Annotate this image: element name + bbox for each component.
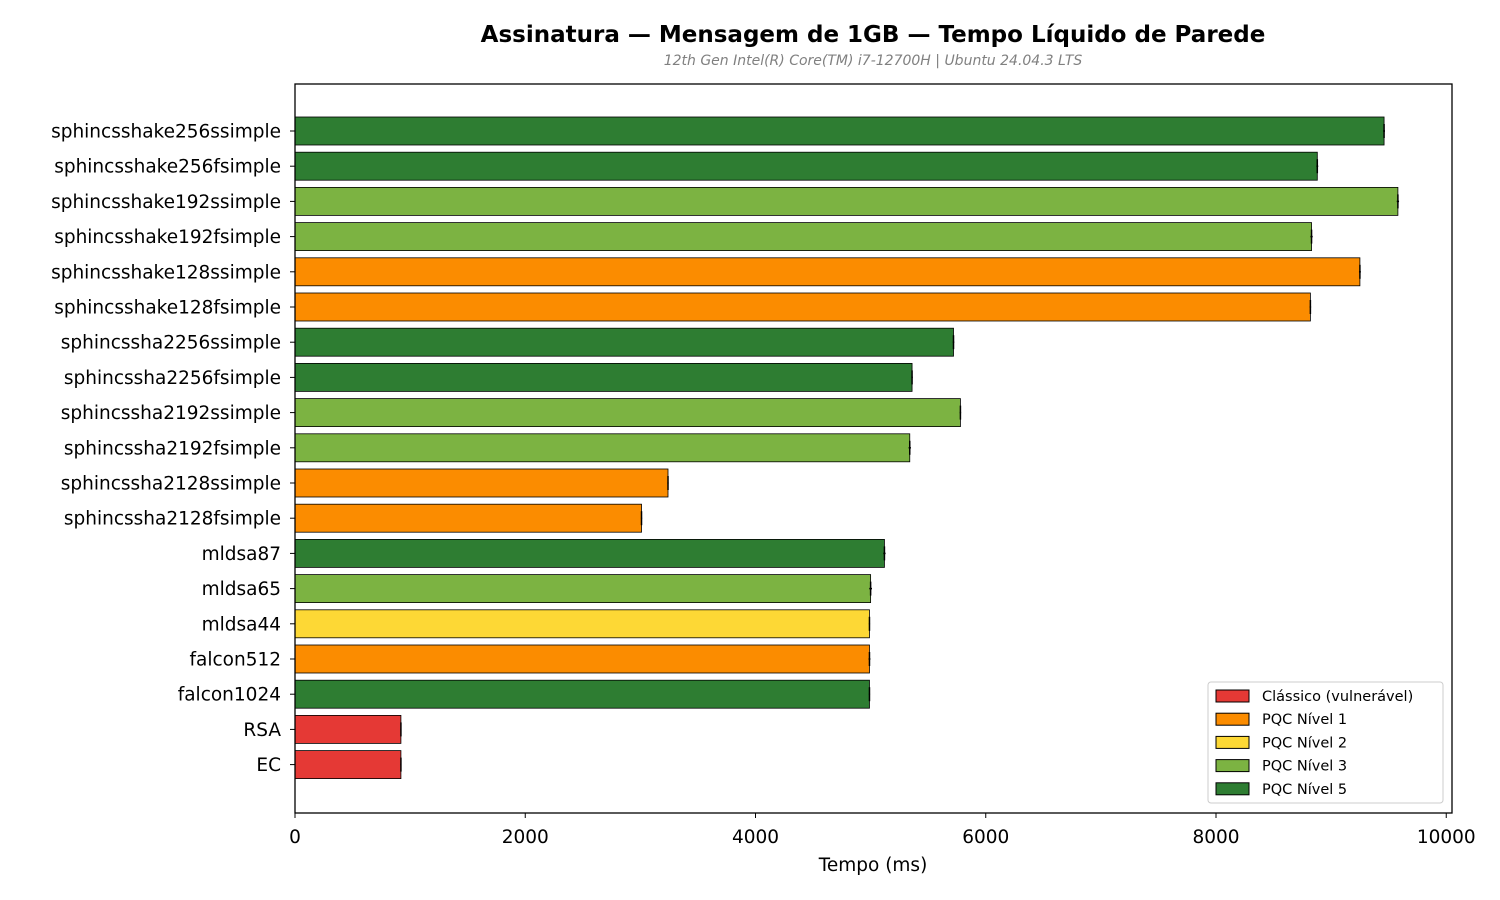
legend-label: PQC Nível 2 — [1262, 735, 1347, 751]
legend-swatch-4 — [1215, 782, 1250, 796]
y-tick-label: sphincsshake192ssimple — [51, 192, 281, 213]
x-tick-label: 2000 — [502, 827, 549, 848]
legend-label: Clássico (vulnerável) — [1262, 689, 1413, 705]
x-tick-label: 10000 — [1417, 827, 1476, 848]
legend-swatch-2 — [1215, 735, 1250, 749]
bar-sphincsshake128fsimple — [294, 292, 1311, 322]
bars-layer — [294, 116, 1400, 779]
bar-falcon1024 — [294, 679, 870, 709]
x-tick-label: 4000 — [732, 827, 779, 848]
y-tick-label: sphincssha2192ssimple — [61, 403, 281, 424]
y-axis-ticks: sphincsshake256ssimple sphincsshake256fsi… — [51, 122, 295, 776]
y-tick-label: sphincsshake128ssimple — [51, 262, 281, 283]
y-tick-label: falcon1024 — [178, 685, 281, 706]
y-tick-label: mldsa87 — [202, 544, 281, 565]
bar-RSA — [294, 715, 402, 744]
bar-sphincssha2192fsimple — [294, 433, 911, 463]
y-tick-label: sphincsshake256fsimple — [54, 157, 281, 178]
y-tick-label: falcon512 — [189, 650, 281, 671]
bar-sphincssha2192ssimple — [294, 398, 961, 428]
legend: Clássico (vulnerável) PQC Nível 1 PQC Níve… — [1207, 681, 1444, 804]
chart-subtitle: 12th Gen Intel(R) Core(TM) i7-12700H | U… — [664, 53, 1083, 69]
y-tick-label: sphincsshake192fsimple — [54, 227, 281, 248]
legend-label: PQC Nível 1 — [1262, 712, 1347, 728]
y-tick-label: sphincssha2256fsimple — [64, 368, 281, 389]
bar-mldsa65 — [294, 574, 872, 603]
y-tick-label: sphincssha2128ssimple — [61, 474, 281, 495]
x-tick-label: 0 — [289, 827, 301, 848]
bar-sphincsshake128ssimple — [294, 257, 1361, 287]
legend-box — [1207, 681, 1444, 804]
y-tick-label: mldsa44 — [202, 614, 281, 635]
x-tick-label: 8000 — [1192, 827, 1239, 848]
bar-sphincssha2128ssimple — [294, 468, 669, 498]
plot-frame — [294, 83, 1453, 814]
bar-sphincsshake192fsimple — [294, 222, 1312, 252]
legend-label: PQC Nível 3 — [1262, 759, 1347, 775]
bar-sphincsshake256ssimple — [294, 116, 1385, 146]
bar-mldsa87 — [294, 539, 885, 568]
chart-title: Assinatura — Mensagem de 1GB — Tempo Líq… — [481, 22, 1266, 48]
bar-sphincssha2256ssimple — [294, 327, 954, 357]
bar-sphincssha2256fsimple — [294, 362, 913, 392]
bar-EC — [294, 750, 402, 779]
legend-swatch-3 — [1215, 759, 1250, 773]
y-tick-label: RSA — [243, 720, 281, 741]
y-tick-label: sphincssha2128fsimple — [64, 509, 281, 530]
x-tick-label: 6000 — [962, 827, 1009, 848]
bar-falcon512 — [294, 644, 870, 674]
bar-sphincsshake256fsimple — [294, 151, 1318, 181]
y-tick-label: sphincssha2192fsimple — [64, 438, 281, 459]
y-tick-label: mldsa65 — [202, 579, 281, 600]
bar-mldsa44 — [294, 609, 870, 639]
x-axis-ticks: 0 2000 4000 6000 8000 10000 — [289, 813, 1476, 848]
y-tick-label: sphincsshake128fsimple — [54, 298, 281, 319]
bar-sphincsshake192ssimple — [294, 186, 1399, 216]
legend-swatch-0 — [1215, 689, 1250, 703]
y-tick-label: sphincsshake256ssimple — [51, 122, 281, 143]
x-axis-label: Tempo (ms) — [818, 855, 928, 876]
legend-swatch-1 — [1215, 712, 1250, 726]
y-tick-label: EC — [256, 755, 281, 776]
y-tick-label: sphincssha2256ssimple — [61, 333, 281, 354]
bar-sphincssha2128fsimple — [294, 503, 642, 533]
legend-label: PQC Nível 5 — [1262, 782, 1347, 798]
